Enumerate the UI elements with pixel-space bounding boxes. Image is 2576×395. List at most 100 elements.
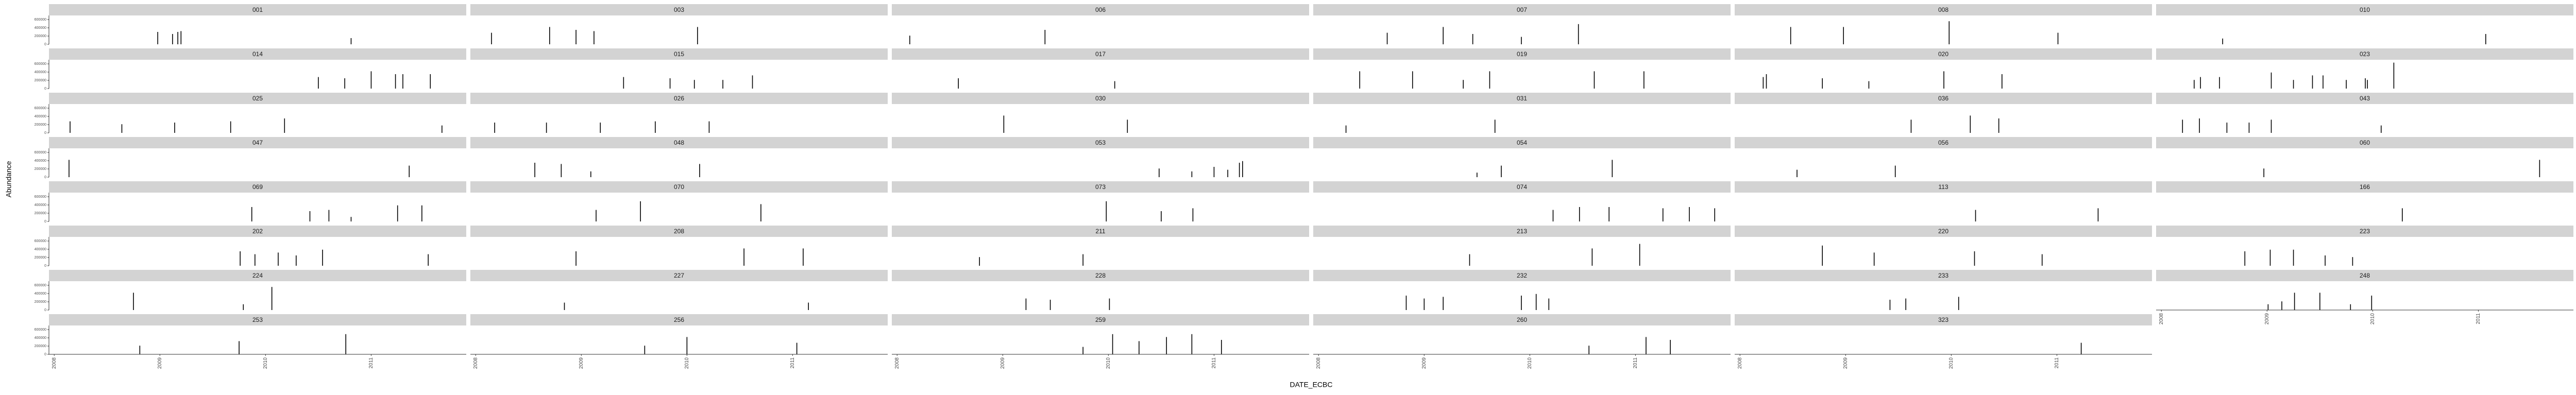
strip <box>1313 226 1731 237</box>
strip-label: 006 <box>1095 6 1106 13</box>
x-tick-label: 2011 <box>1211 357 1217 369</box>
panel <box>470 148 888 177</box>
panel <box>1313 325 1731 354</box>
strip-label: 228 <box>1095 272 1106 279</box>
strip-label: 069 <box>252 183 263 191</box>
strip-label: 248 <box>2360 272 2370 279</box>
y-tick-label: 200000 <box>35 35 46 38</box>
x-tick-label: 2011 <box>2476 313 2481 324</box>
y-tick-label: 0 <box>44 308 46 312</box>
y-tick-label: 200000 <box>35 212 46 215</box>
strip-label: 232 <box>1517 272 1527 279</box>
strip-label: 202 <box>252 228 263 235</box>
strip <box>1313 181 1731 193</box>
strip <box>2156 4 2573 15</box>
panel <box>892 60 1309 89</box>
panel <box>2156 104 2573 133</box>
x-tick-label: 2008 <box>1737 357 1743 369</box>
panel <box>892 193 1309 221</box>
x-tick-label: 2010 <box>1527 357 1533 369</box>
panel <box>1735 60 2152 89</box>
strip <box>470 181 888 193</box>
strip <box>470 4 888 15</box>
x-tick-label: 2009 <box>579 357 584 369</box>
y-tick-label: 400000 <box>35 159 46 163</box>
y-tick-label: 200000 <box>35 123 46 127</box>
x-tick-label: 2009 <box>2264 313 2270 325</box>
strip <box>1313 4 1731 15</box>
y-tick-label: 400000 <box>35 248 46 251</box>
y-tick-label: 400000 <box>35 292 46 296</box>
strip <box>1735 314 2152 325</box>
strip <box>1735 137 2152 148</box>
x-tick-label: 2008 <box>52 357 57 369</box>
strip <box>470 226 888 237</box>
strip <box>1313 48 1731 60</box>
strip <box>892 48 1309 60</box>
panel <box>49 15 466 44</box>
strip-label: 054 <box>1517 139 1527 146</box>
panel <box>470 325 888 354</box>
y-tick-label: 200000 <box>35 256 46 260</box>
panel <box>1313 15 1731 44</box>
x-tick-label: 2009 <box>1421 357 1427 369</box>
x-tick-label: 2010 <box>263 357 268 369</box>
panel <box>49 148 466 177</box>
x-tick-label: 2011 <box>2054 357 2060 369</box>
strip-label: 213 <box>1517 228 1527 235</box>
strip-label: 056 <box>1938 139 1948 146</box>
panel <box>1735 237 2152 266</box>
y-tick-label: 600000 <box>35 107 46 110</box>
panel <box>892 281 1309 310</box>
strip-label: 233 <box>1938 272 1948 279</box>
panel <box>2156 15 2573 44</box>
strip <box>1313 314 1731 325</box>
strip <box>892 137 1309 148</box>
strip-label: 070 <box>674 183 684 191</box>
strip-label: 017 <box>1095 50 1106 58</box>
x-tick-label: 2008 <box>2159 313 2164 325</box>
y-tick-label: 400000 <box>35 336 46 340</box>
panel <box>49 325 466 354</box>
panel <box>1313 237 1731 266</box>
strip-label: 323 <box>1938 316 1948 323</box>
strip <box>49 226 466 237</box>
strip-label: 020 <box>1938 50 1948 58</box>
y-tick-label: 600000 <box>35 284 46 287</box>
strip-label: 048 <box>674 139 684 146</box>
strip <box>470 270 888 281</box>
strip <box>2156 137 2573 148</box>
strip-label: 001 <box>252 6 263 13</box>
strip-label: 031 <box>1517 95 1527 102</box>
strip-label: 026 <box>674 95 684 102</box>
strip <box>2156 226 2573 237</box>
strip-label: 211 <box>1095 228 1105 235</box>
y-tick-label: 0 <box>44 43 46 46</box>
strip-label: 113 <box>1938 183 1948 191</box>
strip-label: 030 <box>1095 95 1106 102</box>
strip <box>892 314 1309 325</box>
panel <box>470 237 888 266</box>
panel <box>1735 148 2152 177</box>
y-tick-label: 200000 <box>35 79 46 82</box>
strip-label: 007 <box>1517 6 1527 13</box>
strip-label: 073 <box>1095 183 1106 191</box>
x-tick-label: 2009 <box>157 357 163 369</box>
panel <box>2156 237 2573 266</box>
strip-label: 023 <box>2360 50 2370 58</box>
y-tick-label: 200000 <box>35 167 46 171</box>
panel <box>2156 281 2573 310</box>
y-tick-label: 600000 <box>35 62 46 66</box>
strip <box>470 48 888 60</box>
x-tick-label: 2010 <box>684 357 690 369</box>
strip <box>1313 137 1731 148</box>
x-tick-label: 2009 <box>1843 357 1849 369</box>
x-tick-label: 2008 <box>473 357 479 369</box>
panel <box>2156 148 2573 177</box>
strip <box>470 93 888 104</box>
strip-label: 220 <box>1938 228 1948 235</box>
y-tick-label: 600000 <box>35 239 46 243</box>
panel <box>470 104 888 133</box>
strip-label: 256 <box>674 316 684 323</box>
